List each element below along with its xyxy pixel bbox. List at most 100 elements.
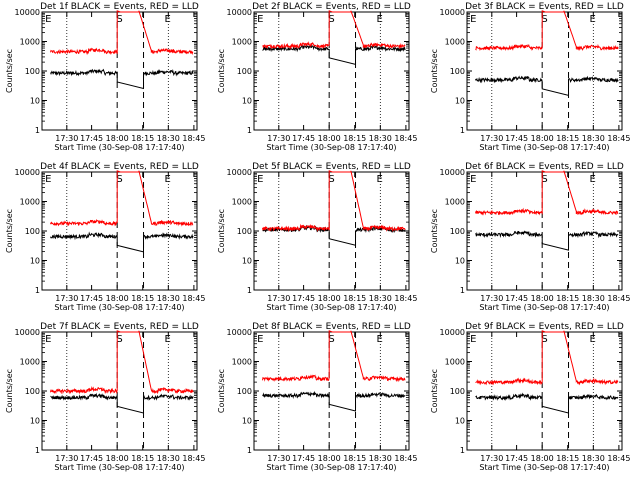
y-tick-label: 1 [35, 446, 40, 455]
series-events-line [262, 390, 406, 412]
y-tick-label: 1 [35, 126, 40, 135]
x-tick-label: 18:45 [607, 454, 630, 463]
plot-frame [466, 11, 623, 131]
event-marker-label: E [470, 174, 476, 185]
x-tick-label: 18:45 [607, 134, 630, 143]
x-tick-label: 18:00 [318, 454, 341, 463]
x-tick-label: 18:45 [182, 454, 205, 463]
x-tick-label: 17:45 [292, 454, 315, 463]
y-tick-label: 10000 [227, 168, 252, 177]
event-marker-label: S [328, 14, 334, 25]
event-marker-label: E [164, 174, 170, 185]
subplot-7: Det 7f BLACK = Events, RED = LLD 1 10 100 10… [5, 322, 205, 472]
event-marker-label: E [470, 14, 476, 25]
x-tick-label: 18:15 [343, 454, 366, 463]
x-axis-label: Start Time (30-Sep-08 17:17:40) [54, 303, 184, 312]
series-lld-line [50, 330, 194, 395]
y-tick-label: 1000 [20, 358, 40, 367]
y-tick-label: 10 [455, 417, 465, 426]
x-tick-label: 17:30 [480, 294, 503, 303]
y-tick-label: 100 [237, 67, 252, 76]
plot-frame [466, 331, 623, 451]
event-marker-label: E [45, 14, 51, 25]
y-tick-label: 10 [30, 417, 40, 426]
x-tick-label: 18:45 [394, 294, 417, 303]
x-tick-label: 18:45 [394, 134, 417, 143]
plot-frame [253, 11, 410, 131]
y-tick-label: 1000 [445, 358, 465, 367]
series-events-line [475, 392, 619, 414]
event-marker-label: S [328, 174, 334, 185]
x-tick-label: 18:15 [556, 294, 579, 303]
y-tick-label: 1 [35, 286, 40, 295]
series-lld-line [475, 330, 619, 386]
y-tick-label: 100 [25, 227, 40, 236]
event-marker-label: S [328, 334, 334, 345]
series-events-line [50, 392, 194, 414]
x-axis-label: Start Time (30-Sep-08 17:17:40) [266, 143, 396, 152]
event-marker-label: E [470, 334, 476, 345]
y-axis-label: Counts/sec [5, 209, 14, 253]
y-tick-label: 10 [242, 257, 252, 266]
y-tick-label: 10 [242, 97, 252, 106]
series-lld-line [475, 10, 619, 52]
x-axis-label: Start Time (30-Sep-08 17:17:40) [479, 303, 609, 312]
x-tick-label: 18:30 [157, 454, 180, 463]
x-tick-label: 17:30 [55, 134, 78, 143]
subplot-title: Det 5f BLACK = Events, RED = LLD [252, 162, 411, 172]
subplot-title: Det 3f BLACK = Events, RED = LLD [465, 2, 624, 12]
y-tick-label: 1000 [20, 198, 40, 207]
x-tick-label: 17:45 [80, 294, 103, 303]
subplot-1: Det 1f BLACK = Events, RED = LLD 1 10 100 10… [5, 2, 205, 152]
x-tick-label: 18:30 [157, 134, 180, 143]
series-events-line [50, 231, 194, 253]
x-tick-label: 17:30 [55, 454, 78, 463]
y-tick-label: 1000 [445, 38, 465, 47]
x-tick-label: 18:30 [369, 134, 392, 143]
subplot-6: Det 6f BLACK = Events, RED = LLD 1 10 100 10… [430, 162, 630, 312]
event-marker-label: E [164, 14, 170, 25]
y-tick-label: 1 [460, 126, 465, 135]
y-tick-label: 10000 [227, 8, 252, 17]
x-axis-label: Start Time (30-Sep-08 17:17:40) [266, 463, 396, 472]
y-tick-label: 10 [30, 257, 40, 266]
y-tick-label: 100 [450, 227, 465, 236]
y-tick-label: 10000 [440, 328, 465, 337]
event-marker-label: S [541, 14, 547, 25]
subplot-5: Det 5f BLACK = Events, RED = LLD 1 10 100 10… [217, 162, 417, 312]
x-tick-label: 18:30 [369, 454, 392, 463]
subplot-title: Det 6f BLACK = Events, RED = LLD [465, 162, 624, 172]
series-lld-line [262, 10, 406, 50]
y-tick-label: 1 [247, 446, 252, 455]
y-tick-label: 1 [460, 446, 465, 455]
x-tick-label: 18:15 [131, 294, 154, 303]
y-axis-label: Counts/sec [217, 209, 226, 253]
x-tick-label: 18:15 [343, 294, 366, 303]
x-tick-label: 17:45 [505, 134, 528, 143]
series-events-line [475, 230, 619, 251]
x-tick-label: 18:45 [182, 134, 205, 143]
event-marker-label: E [164, 334, 170, 345]
plot-frame [41, 171, 198, 291]
x-axis-label: Start Time (30-Sep-08 17:17:40) [479, 143, 609, 152]
event-marker-label: E [257, 14, 263, 25]
x-tick-label: 17:45 [292, 134, 315, 143]
x-tick-label: 17:45 [80, 454, 103, 463]
x-tick-label: 18:45 [182, 294, 205, 303]
event-marker-label: S [116, 334, 122, 345]
y-tick-label: 1000 [20, 38, 40, 47]
x-tick-label: 18:00 [318, 294, 341, 303]
x-axis-label: Start Time (30-Sep-08 17:17:40) [54, 143, 184, 152]
x-axis-label: Start Time (30-Sep-08 17:17:40) [479, 463, 609, 472]
y-tick-label: 1 [247, 126, 252, 135]
subplot-title: Det 4f BLACK = Events, RED = LLD [40, 162, 199, 172]
y-tick-label: 1 [247, 286, 252, 295]
x-tick-label: 17:45 [292, 294, 315, 303]
series-lld-line [50, 10, 194, 56]
series-lld-line [475, 170, 619, 216]
plot-frame [466, 171, 623, 291]
y-tick-label: 10 [455, 257, 465, 266]
series-events-line [262, 43, 406, 66]
x-tick-label: 18:30 [582, 294, 605, 303]
y-tick-label: 1 [460, 286, 465, 295]
